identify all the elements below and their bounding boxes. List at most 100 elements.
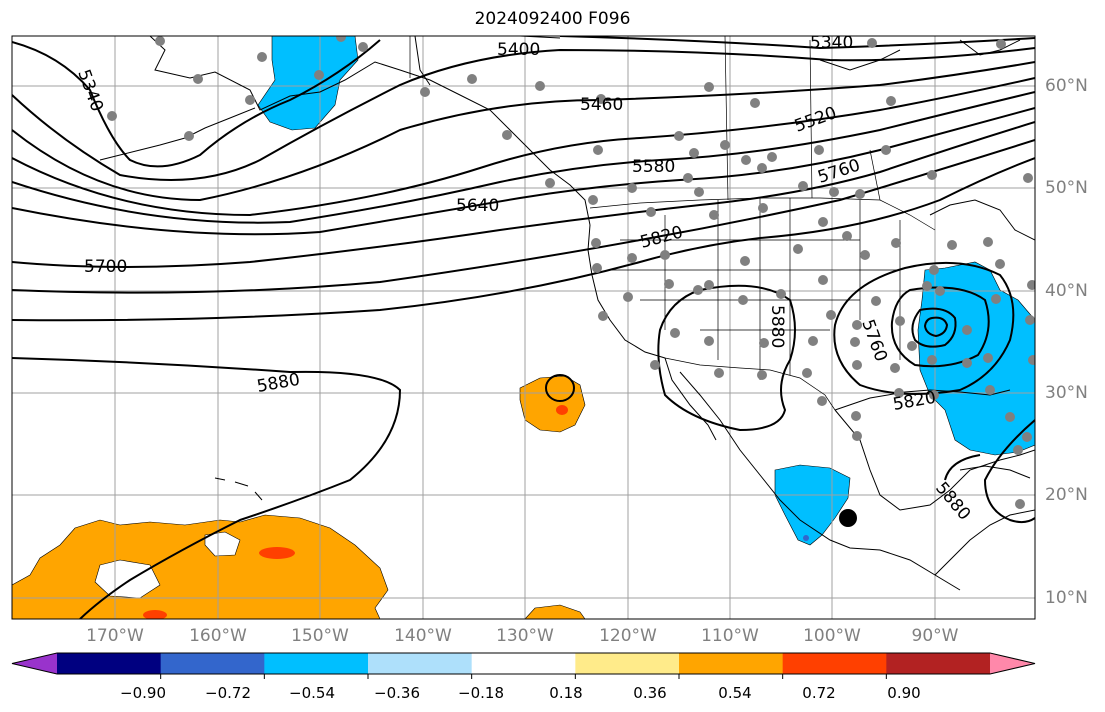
aleutian-coastline xyxy=(99,107,256,161)
lat-label-40n: 40°N xyxy=(1045,281,1088,301)
gridlines xyxy=(12,36,1035,619)
mexico-strong-negative-spot xyxy=(803,535,809,541)
mexico-pacific-coastline xyxy=(679,371,961,591)
contour-5340-east xyxy=(559,36,1035,50)
lon-label-160w: 160°W xyxy=(189,626,247,646)
map-frame xyxy=(11,35,1036,620)
positive-white-holes xyxy=(94,531,241,599)
strong-positive-spot-1 xyxy=(556,405,568,415)
strong-positive-spot-2 xyxy=(259,547,295,559)
hudson-bay-coastline xyxy=(929,199,1035,241)
us-west-coastline xyxy=(587,224,666,359)
contour-5880-gulf xyxy=(944,454,981,481)
colorbar-segment xyxy=(575,653,680,674)
contour-5760-low xyxy=(833,261,1015,395)
positive-anomaly-fills xyxy=(12,375,586,619)
contour-5340-west xyxy=(12,39,381,168)
contour-5640 xyxy=(12,107,1035,236)
colorbar-tick-label: −0.72 xyxy=(205,684,251,702)
negative-anomaly-fills xyxy=(257,36,1035,546)
contour-5400 xyxy=(12,47,1035,181)
colorbar-extend-max xyxy=(990,653,1035,674)
contour-5460 xyxy=(12,61,1035,202)
central-america-coastline xyxy=(934,509,1035,576)
colorbar-tick-label: −0.90 xyxy=(120,684,166,702)
mexico-negative-area xyxy=(774,464,851,546)
station-markers xyxy=(107,36,1035,509)
contour-5820-east xyxy=(983,419,1035,524)
political-borders xyxy=(409,36,936,411)
lat-label-10n: 10°N xyxy=(1045,588,1088,608)
colorbar-segment xyxy=(679,653,784,674)
colorbar-segment xyxy=(57,653,162,674)
highlight-station-marker xyxy=(839,509,857,527)
height-contours xyxy=(12,36,1035,619)
lat-label-20n: 20°N xyxy=(1045,485,1088,505)
colorbar xyxy=(11,652,1036,679)
contour-5760 xyxy=(12,139,1035,294)
hawaii-islands xyxy=(214,477,263,501)
colorbar-segment xyxy=(264,653,369,674)
positive-hole-2 xyxy=(204,531,241,557)
contour-label: 5700 xyxy=(84,257,127,277)
colorbar-segment xyxy=(368,653,473,674)
positive-hole-1 xyxy=(94,559,161,599)
strong-positive-spot-3 xyxy=(143,610,167,619)
contour-5700-low xyxy=(890,286,990,368)
contour-5580-low xyxy=(923,316,949,338)
colorbar-tick-label: −0.36 xyxy=(374,684,420,702)
lon-label-110w: 110°W xyxy=(701,626,759,646)
lat-label-50n: 50°N xyxy=(1045,178,1088,198)
lon-label-140w: 140°W xyxy=(394,626,452,646)
strong-positive-fills xyxy=(143,405,568,619)
contour-5640-low xyxy=(911,307,957,348)
lon-label-100w: 100°W xyxy=(803,626,861,646)
arctic-coastline xyxy=(414,36,1021,86)
cuba-coastline xyxy=(959,465,1031,479)
lon-label-150w: 150°W xyxy=(291,626,349,646)
lon-label-120w: 120°W xyxy=(599,626,657,646)
colorbar-tick-label: 0.18 xyxy=(549,684,583,702)
coastlines xyxy=(99,36,1035,591)
contour-label: 5460 xyxy=(580,95,623,115)
colorbar-segment xyxy=(160,653,265,674)
canada-province-lines xyxy=(724,36,881,201)
contour-label: 5640 xyxy=(456,196,499,216)
lat-label-30n: 30°N xyxy=(1045,383,1088,403)
colorbar-segment xyxy=(471,653,576,674)
state-line-1 xyxy=(664,198,901,380)
colorbar-tick-label: 0.72 xyxy=(802,684,836,702)
colorbar-outline xyxy=(11,652,1036,675)
contour-small-pacific-high xyxy=(545,374,575,402)
state-line-2 xyxy=(610,239,900,331)
colorbar-tick-label: 0.36 xyxy=(633,684,667,702)
contour-5700 xyxy=(12,121,1035,268)
colorbar-segment xyxy=(782,653,887,674)
lon-label-90w: 90°W xyxy=(911,626,959,646)
contour-5880-mexico xyxy=(657,284,796,432)
gulf-coastline xyxy=(834,409,1035,511)
contour-label: 5580 xyxy=(632,157,675,177)
tropical-positive-small xyxy=(524,604,586,619)
colorbar-tick-label: 0.90 xyxy=(887,684,921,702)
colorbar-segment xyxy=(886,653,991,674)
contour-label: 5880 xyxy=(767,305,787,348)
pacific-positive-area xyxy=(519,375,586,433)
lat-label-60n: 60°N xyxy=(1045,76,1088,96)
contour-label: 5400 xyxy=(497,40,540,60)
map-title: 2024092400 F096 xyxy=(474,9,631,29)
contour-5580 xyxy=(12,91,1035,224)
colorbar-tick-label: −0.18 xyxy=(458,684,504,702)
us-mexico-border xyxy=(664,357,836,411)
tropical-positive-area xyxy=(12,514,389,619)
alaska-negative-area xyxy=(257,36,359,131)
baja-coastline xyxy=(664,357,717,441)
colorbar-tick-label: 0.54 xyxy=(718,684,752,702)
contour-5820 xyxy=(12,157,1035,322)
colorbar-extend-min xyxy=(12,653,57,674)
lon-label-130w: 130°W xyxy=(496,626,554,646)
colorbar-tick-label: −0.54 xyxy=(289,684,335,702)
lon-label-170w: 170°W xyxy=(86,626,144,646)
contour-label: 5340 xyxy=(810,33,853,53)
